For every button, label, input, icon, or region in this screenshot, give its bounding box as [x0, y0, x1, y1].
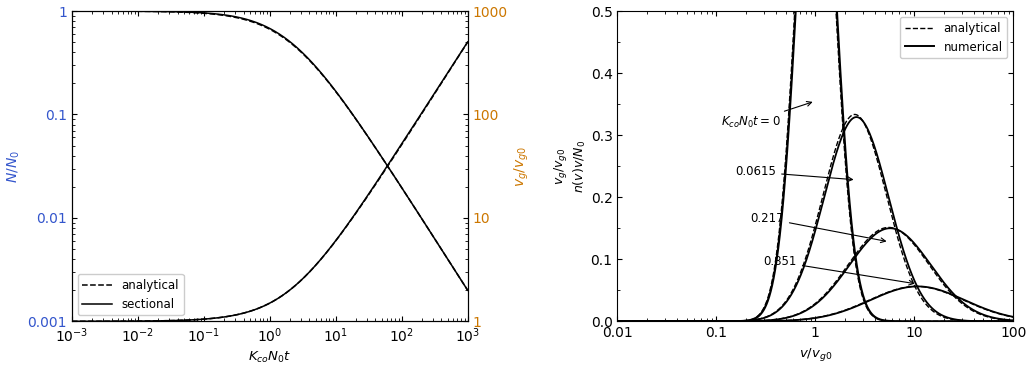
analytical: [407, 202, 419, 207]
analytical: [461, 288, 474, 292]
Line: analytical: analytical: [72, 11, 467, 290]
Legend: analytical, sectional: analytical, sectional: [77, 274, 184, 315]
analytical: [318, 75, 330, 79]
Text: 0.851: 0.851: [764, 256, 913, 285]
sectional: [366, 141, 379, 145]
sectional: [407, 202, 419, 207]
X-axis label: $v/v_{g0}$: $v/v_{g0}$: [799, 346, 832, 363]
sectional: [305, 60, 318, 65]
analytical: [366, 141, 379, 145]
sectional: [66, 9, 78, 13]
Y-axis label: $v_g/v_{g0}$
$n(v)v/N_0$: $v_g/v_{g0}$ $n(v)v/N_0$: [552, 139, 588, 193]
X-axis label: $K_{co}N_0t$: $K_{co}N_0t$: [248, 350, 292, 365]
analytical: [305, 61, 318, 65]
analytical: [295, 50, 308, 55]
Y-axis label: $N/N_0$: $N/N_0$: [5, 150, 22, 183]
sectional: [318, 74, 330, 79]
sectional: [461, 288, 474, 292]
Line: sectional: sectional: [72, 11, 467, 290]
analytical: [66, 9, 78, 13]
Y-axis label: $v_g/v_{g0}$: $v_g/v_{g0}$: [513, 145, 531, 187]
sectional: [295, 50, 308, 54]
Text: 0.0615: 0.0615: [735, 165, 852, 181]
Text: $K_{co}N_0t = 0$: $K_{co}N_0t = 0$: [720, 102, 811, 130]
Text: 0.217: 0.217: [750, 212, 885, 243]
Legend: analytical, numerical: analytical, numerical: [900, 17, 1007, 58]
analytical: [90, 9, 102, 13]
sectional: [90, 9, 102, 13]
